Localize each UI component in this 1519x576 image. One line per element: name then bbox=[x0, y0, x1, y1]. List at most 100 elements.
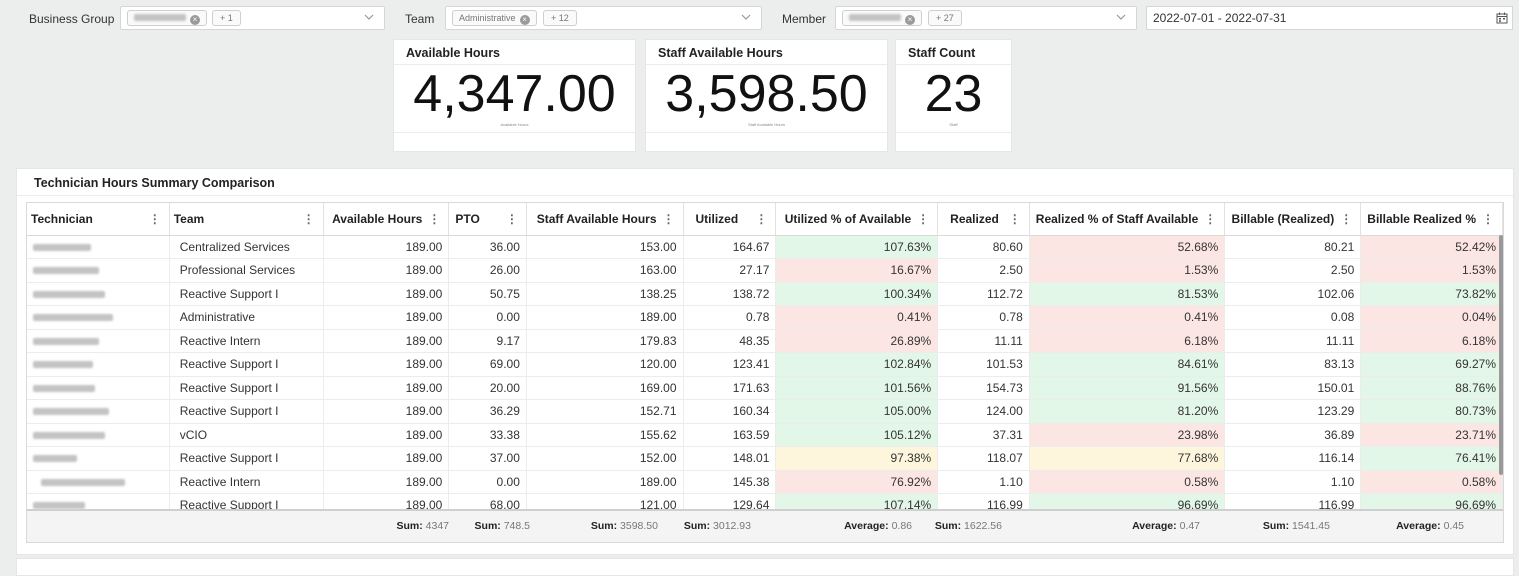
team-cell: Reactive Intern bbox=[169, 470, 324, 494]
kpi-subtitle: Available Hours bbox=[500, 122, 529, 127]
pto-cell: 36.00 bbox=[448, 235, 527, 259]
billable-cell: 102.06 bbox=[1224, 282, 1362, 306]
billable-cell: 116.14 bbox=[1224, 446, 1362, 471]
team-cell: Reactive Support I bbox=[169, 376, 324, 400]
column-header[interactable]: Utilized % of Available ⋮ bbox=[775, 203, 939, 236]
available-hours-cell: 189.00 bbox=[323, 399, 450, 424]
pto-cell: 9.17 bbox=[448, 329, 527, 353]
table-row[interactable]: Reactive Support I 189.00 69.00 120.00 123.4… bbox=[27, 352, 1503, 377]
realized-cell: 2.50 bbox=[937, 258, 1030, 283]
available-hours-cell: 189.00 bbox=[323, 258, 450, 283]
vertical-dots-icon[interactable]: ⋮ bbox=[148, 212, 161, 226]
column-header[interactable]: Realized % of Staff Available ⋮ bbox=[1029, 203, 1226, 236]
billable-pct-cell: 88.76% bbox=[1360, 376, 1503, 400]
vertical-dots-icon[interactable]: ⋮ bbox=[1340, 212, 1353, 226]
close-circle-icon[interactable]: × bbox=[190, 15, 200, 25]
column-header[interactable]: Realized ⋮ bbox=[937, 203, 1030, 236]
chevron-down-icon[interactable] bbox=[364, 12, 374, 22]
column-header[interactable]: Billable (Realized) ⋮ bbox=[1224, 203, 1362, 236]
business-group-chip[interactable]: × bbox=[127, 10, 207, 26]
billable-cell: 0.08 bbox=[1224, 305, 1362, 330]
realized-cell: 118.07 bbox=[937, 446, 1030, 471]
vertical-dots-icon[interactable]: ⋮ bbox=[1482, 212, 1494, 226]
table-row[interactable]: Reactive Support I 189.00 36.29 152.71 160.3… bbox=[27, 399, 1503, 424]
footer-realized-pct: Average: 0.47 bbox=[1132, 520, 1200, 532]
member-select[interactable]: × + 27 bbox=[835, 6, 1137, 30]
billable-cell: 150.01 bbox=[1224, 376, 1362, 400]
kpi-staff-available-hours: Staff Available Hours 3,598.50 Staff Ava… bbox=[645, 39, 888, 152]
column-header[interactable]: Team ⋮ bbox=[169, 203, 324, 236]
column-header[interactable]: Available Hours ⋮ bbox=[323, 203, 450, 236]
column-header-label: Realized % of Staff Available bbox=[1035, 211, 1199, 226]
table-row[interactable]: Administrative 189.00 0.00 189.00 0.78 0.41% 0… bbox=[27, 305, 1503, 330]
divider bbox=[896, 64, 1011, 65]
utilized-cell: 138.72 bbox=[683, 282, 777, 306]
business-group-select[interactable]: × + 1 bbox=[120, 6, 385, 30]
column-header-label: Staff Available Hours bbox=[536, 211, 657, 226]
team-chip-label: Administrative bbox=[459, 13, 516, 23]
team-more-chip: + 12 bbox=[543, 10, 577, 26]
panel-title: Technician Hours Summary Comparison bbox=[34, 176, 275, 190]
billable-pct-cell: 6.18% bbox=[1360, 329, 1503, 353]
billable-pct-cell: 0.04% bbox=[1360, 305, 1503, 330]
table-row[interactable]: Centralized Services 189.00 36.00 153.00 164… bbox=[27, 235, 1503, 259]
bottom-panel bbox=[16, 558, 1514, 576]
staff-available-hours-cell: 152.00 bbox=[526, 446, 684, 471]
available-hours-cell: 189.00 bbox=[323, 282, 450, 306]
footer-realized: Sum: 1622.56 bbox=[934, 520, 1002, 532]
billable-cell: 1.10 bbox=[1224, 470, 1362, 494]
kpi-title: Staff Count bbox=[908, 46, 976, 60]
technician-cell bbox=[27, 305, 170, 330]
realized-cell: 0.78 bbox=[937, 305, 1030, 330]
billable-pct-cell: 1.53% bbox=[1360, 258, 1503, 283]
chevron-down-icon[interactable] bbox=[1116, 12, 1126, 22]
chevron-down-icon[interactable] bbox=[741, 12, 751, 22]
team-chip[interactable]: Administrative × bbox=[452, 10, 537, 26]
table-row[interactable]: Reactive Intern 189.00 9.17 179.83 48.35 26.8… bbox=[27, 329, 1503, 353]
realized-pct-cell: 23.98% bbox=[1029, 423, 1226, 447]
column-header[interactable]: PTO ⋮ bbox=[448, 203, 527, 236]
table-row[interactable]: Reactive Support I 189.00 37.00 152.00 148.0… bbox=[27, 446, 1503, 471]
vertical-scrollbar[interactable] bbox=[1499, 235, 1503, 475]
calendar-icon[interactable] bbox=[1496, 12, 1508, 24]
vertical-dots-icon[interactable]: ⋮ bbox=[1204, 212, 1217, 226]
table-row[interactable]: Reactive Support I 189.00 20.00 169.00 171.6… bbox=[27, 376, 1503, 400]
vertical-dots-icon[interactable]: ⋮ bbox=[428, 212, 441, 226]
billable-cell: 123.29 bbox=[1224, 399, 1362, 424]
utilized-pct-cell: 105.00% bbox=[775, 399, 939, 424]
table-row[interactable]: vCIO 189.00 33.38 155.62 163.59 105.12% 37.31 2… bbox=[27, 423, 1503, 447]
vertical-dots-icon[interactable]: ⋮ bbox=[302, 212, 315, 226]
vertical-dots-icon[interactable]: ⋮ bbox=[917, 212, 930, 226]
date-range-input[interactable]: 2022-07-01 - 2022-07-31 bbox=[1146, 6, 1513, 30]
vertical-dots-icon[interactable]: ⋮ bbox=[755, 212, 768, 226]
kpi-value: 4,347.00 bbox=[413, 65, 616, 123]
table-row[interactable]: Reactive Support I 189.00 50.75 138.25 138.7… bbox=[27, 282, 1503, 306]
vertical-dots-icon[interactable]: ⋮ bbox=[662, 212, 675, 226]
summary-row: Sum: 4347 Sum: 748.5 Sum: 3598.50 Sum: 3… bbox=[27, 509, 1503, 542]
column-header[interactable]: Billable Realized % ⋮ bbox=[1360, 203, 1503, 236]
column-header[interactable]: Staff Available Hours ⋮ bbox=[526, 203, 684, 236]
table-row[interactable]: Professional Services 189.00 26.00 163.00 27… bbox=[27, 258, 1503, 283]
close-circle-icon[interactable]: × bbox=[519, 15, 530, 25]
staff-available-hours-cell: 189.00 bbox=[526, 305, 684, 330]
divider bbox=[646, 132, 887, 133]
column-header-label: Available Hours bbox=[332, 211, 423, 226]
realized-pct-cell: 81.20% bbox=[1029, 399, 1226, 424]
utilized-pct-cell: 107.63% bbox=[775, 235, 939, 259]
staff-available-hours-cell: 163.00 bbox=[526, 258, 684, 283]
column-header[interactable]: Technician ⋮ bbox=[27, 203, 170, 236]
staff-available-hours-cell: 152.71 bbox=[526, 399, 684, 424]
member-chip[interactable]: × bbox=[842, 10, 922, 26]
team-select[interactable]: Administrative × + 12 bbox=[445, 6, 762, 30]
utilized-cell: 0.78 bbox=[683, 305, 777, 330]
vertical-dots-icon[interactable]: ⋮ bbox=[505, 212, 518, 226]
column-header[interactable]: Utilized ⋮ bbox=[683, 203, 777, 236]
billable-cell: 11.11 bbox=[1224, 329, 1362, 353]
close-circle-icon[interactable]: × bbox=[905, 15, 915, 25]
redacted-technician-name bbox=[33, 361, 93, 369]
technician-cell bbox=[27, 446, 170, 471]
staff-available-hours-cell: 138.25 bbox=[526, 282, 684, 306]
vertical-dots-icon[interactable]: ⋮ bbox=[1008, 212, 1021, 226]
table-row[interactable]: Reactive Intern 189.00 0.00 189.00 145.38 76.… bbox=[27, 470, 1503, 494]
team-cell: Reactive Support I bbox=[169, 399, 324, 424]
